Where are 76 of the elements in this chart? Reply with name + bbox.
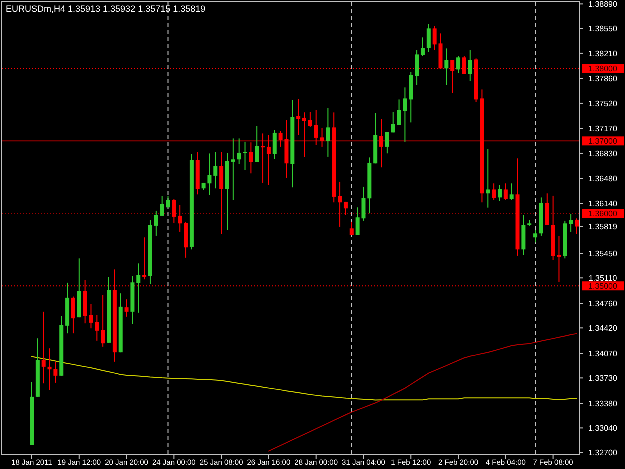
y-tick-label: 1.33730 [588, 374, 618, 383]
y-tick-label: 1.37170 [588, 124, 618, 134]
candlestick [243, 141, 248, 171]
line-series [32, 356, 578, 401]
candlestick [154, 210, 158, 236]
ref-line-label: 1.37000 [588, 136, 618, 146]
candlestick [172, 198, 176, 224]
candlestick [350, 221, 354, 236]
candlestick [272, 130, 277, 160]
candlestick [569, 214, 574, 232]
candlestick [214, 152, 218, 190]
chart-title: EURUSDm,H4 1.35913 1.35932 1.35715 1.35819 [6, 4, 206, 14]
ref-line-label: 1.35000 [588, 282, 618, 291]
candlestick [420, 37, 425, 57]
candlestick [308, 112, 312, 128]
candlestick [124, 299, 129, 318]
y-tick-label: 1.37860 [588, 74, 618, 84]
candlestick [575, 218, 579, 235]
y-tick-label: 1.35819 [588, 222, 618, 232]
candlestick [545, 193, 550, 226]
y-tick-label: 1.35450 [588, 249, 618, 258]
y-tick-label: 1.36830 [588, 149, 618, 158]
candlestick [48, 348, 52, 391]
y-tick-label: 1.34420 [588, 324, 618, 333]
candlestick [391, 112, 396, 134]
candlestick [426, 24, 431, 53]
candlestick [486, 148, 490, 208]
candlestick [249, 142, 254, 174]
y-tick-label: 1.38890 [588, 0, 618, 9]
y-tick-label: 1.38550 [588, 24, 618, 34]
y-tick-label: 1.34760 [588, 299, 618, 308]
candlestick [492, 183, 496, 201]
candlestick [326, 108, 330, 158]
y-tick-label: 1.33380 [588, 399, 618, 408]
candlestick [237, 138, 242, 165]
candlestick [42, 311, 46, 384]
line-series [268, 333, 578, 452]
candlestick [54, 361, 58, 384]
candlestick [296, 98, 301, 136]
candlestick [320, 127, 324, 148]
candlestick [432, 26, 437, 51]
candlestick [255, 126, 260, 163]
candlestick [178, 204, 182, 232]
candlestick [220, 152, 224, 235]
candlestick [504, 183, 508, 201]
candlestick [498, 184, 502, 202]
candlestick [231, 138, 236, 201]
candlestick [468, 50, 472, 82]
y-tick-label: 1.34070 [588, 349, 618, 358]
candlestick [456, 56, 461, 74]
y-tick-label: 1.32700 [588, 448, 618, 458]
candlestick [385, 132, 390, 154]
y-tick-label: 1.38210 [588, 49, 618, 58]
candlestick [136, 263, 141, 314]
y-tick-label: 1.36140 [588, 199, 618, 208]
candlestick [302, 112, 306, 158]
candlestick [444, 48, 449, 86]
candlestick [534, 230, 538, 244]
candlestick [344, 201, 348, 216]
y-tick-label: 1.35110 [588, 274, 618, 283]
candlestick [71, 296, 76, 334]
candlestick [160, 196, 164, 216]
ref-line-label: 1.36000 [588, 209, 618, 218]
y-tick-label: 1.33040 [588, 424, 618, 433]
candlestick [338, 181, 342, 228]
candlestick [142, 237, 147, 280]
candlestick [314, 110, 318, 146]
candlestick [95, 314, 100, 342]
candlestick [415, 50, 420, 86]
candlestick [510, 183, 514, 201]
ref-line-label: 1.38000 [588, 64, 618, 74]
candlestick [101, 294, 106, 348]
candlestick [380, 118, 384, 168]
y-tick-label: 1.36480 [588, 174, 618, 184]
candlestick [266, 134, 271, 186]
y-tick-label: 1.37520 [588, 99, 618, 108]
